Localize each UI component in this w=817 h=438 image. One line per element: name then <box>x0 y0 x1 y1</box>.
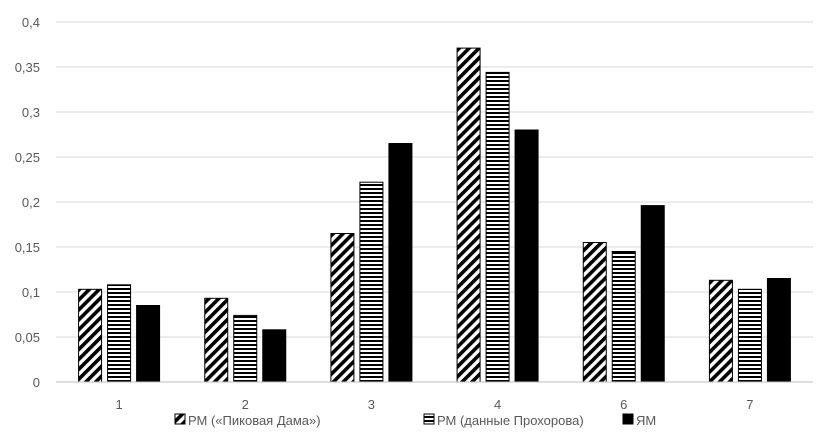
bar-series-1 <box>708 279 733 383</box>
bar-series-2 <box>485 71 510 383</box>
bar-series-2 <box>107 284 132 383</box>
gridlines <box>56 21 813 338</box>
y-tick-label: 0,1 <box>22 285 40 300</box>
bar-series-1 <box>204 297 229 383</box>
bar-series-2 <box>737 288 762 383</box>
bars <box>78 47 791 383</box>
y-tick-label: 0,4 <box>22 15 40 30</box>
x-tick-label: 2 <box>242 397 249 412</box>
y-tick-label: 0,35 <box>15 60 40 75</box>
x-tick-label: 7 <box>746 397 753 412</box>
x-tick-label: 4 <box>494 397 501 412</box>
bar-series-3 <box>514 129 539 383</box>
y-axis-tick-labels: 0 0,05 0,1 0,15 0,2 0,25 0,3 0,35 0,4 <box>15 15 40 390</box>
bar-series-1 <box>456 47 481 383</box>
bar-series-3 <box>766 278 791 383</box>
bar-series-2 <box>611 251 636 383</box>
bar-series-2 <box>359 181 384 383</box>
bar-series-1 <box>330 233 355 383</box>
legend-swatch-1 <box>174 413 186 425</box>
x-tick-label: 6 <box>620 397 627 412</box>
bar-series-3 <box>640 205 665 383</box>
bar-series-3 <box>388 143 413 383</box>
y-tick-label: 0,05 <box>15 330 40 345</box>
legend-label: ЯМ <box>636 413 656 428</box>
bar-series-1 <box>78 288 103 383</box>
y-tick-label: 0,25 <box>15 150 40 165</box>
legend-swatch-2 <box>423 413 435 425</box>
y-tick-label: 0 <box>33 375 40 390</box>
legend-label: РМ (данные Прохорова) <box>437 413 584 428</box>
legend-label: РМ («Пиковая Дама») <box>188 413 321 428</box>
legend: РМ («Пиковая Дама») РМ (данные Прохорова)… <box>174 413 656 428</box>
bar-series-1 <box>582 242 607 383</box>
y-tick-label: 0,3 <box>22 105 40 120</box>
y-tick-label: 0,15 <box>15 240 40 255</box>
bar-series-3 <box>262 329 287 383</box>
x-tick-label: 1 <box>115 397 122 412</box>
y-tick-label: 0,2 <box>22 195 40 210</box>
x-axis-tick-labels: 1 2 3 4 6 7 <box>115 397 753 412</box>
bar-series-3 <box>136 305 161 383</box>
bar-series-2 <box>233 314 258 383</box>
x-tick-label: 3 <box>368 397 375 412</box>
legend-swatch-3 <box>622 413 634 425</box>
